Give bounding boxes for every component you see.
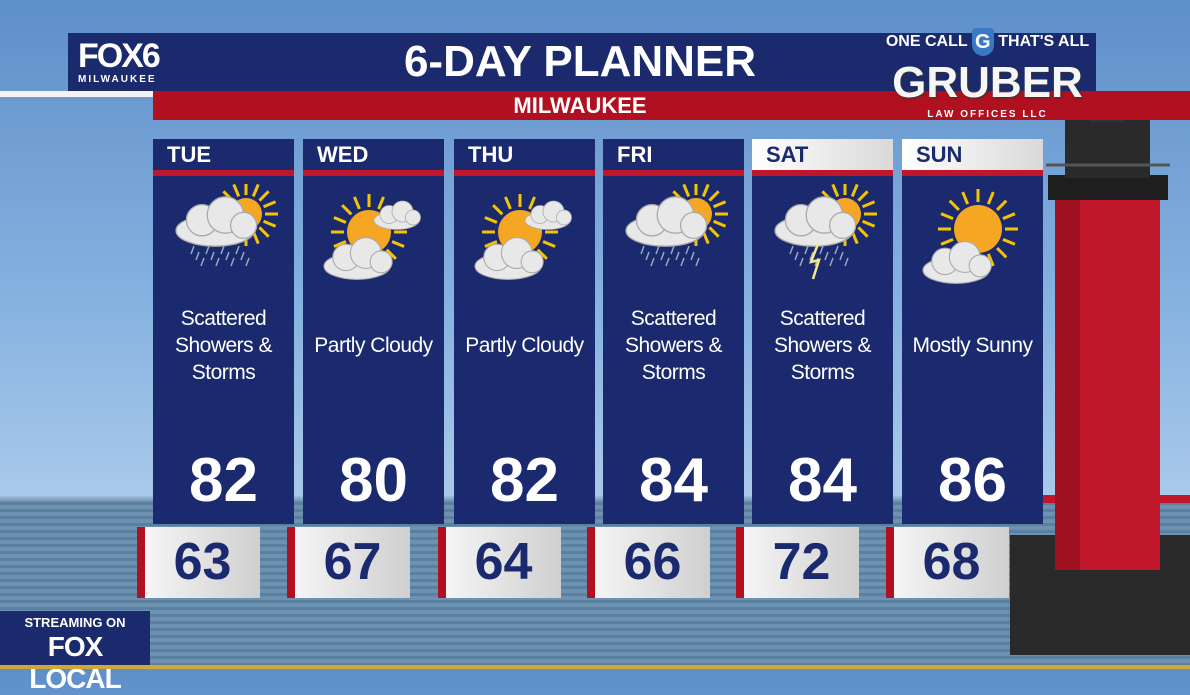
condition-text: Scattered Showers & Storms — [174, 306, 273, 384]
fox6-logo: FOX6 MILWAUKEE — [78, 37, 161, 85]
high-temp: 86 — [938, 446, 1007, 515]
high-temp: 84 — [639, 446, 708, 515]
condition-text: Mostly Sunny — [912, 333, 1033, 357]
divider — [0, 665, 1190, 669]
high-temp: 82 — [490, 446, 559, 515]
day-card: FRI Scattered Showers & Storms 84 — [603, 139, 744, 524]
thunderstorm-icon — [773, 184, 877, 280]
low-temp: 66 — [587, 527, 710, 598]
day-label: TUE — [153, 139, 294, 170]
partly-cloudy-icon — [473, 194, 572, 280]
divider — [0, 91, 153, 97]
low-temp: 67 — [287, 527, 410, 598]
streaming-badge: STREAMING ON FOX LOCAL — [0, 611, 150, 694]
low-temp: 63 — [137, 527, 260, 598]
partly-cloudy-icon — [322, 194, 421, 280]
sun-cloud-rain-icon — [174, 184, 278, 267]
page-title: 6-DAY PLANNER — [403, 37, 757, 86]
low-temp: 64 — [438, 527, 561, 598]
location-label: MILWAUKEE — [513, 93, 647, 118]
high-temp: 84 — [788, 446, 857, 515]
low-temp: 68 — [886, 527, 1009, 598]
day-label: FRI — [603, 139, 744, 170]
day-label: THU — [454, 139, 595, 170]
low-temp: 72 — [736, 527, 859, 598]
high-temp: 80 — [339, 446, 408, 515]
condition-text: Partly Cloudy — [465, 333, 584, 357]
day-label: WED — [303, 139, 444, 170]
divider — [902, 170, 1043, 176]
divider — [454, 170, 595, 176]
condition-text: Scattered Showers & Storms — [624, 306, 723, 384]
header-bar — [68, 33, 1096, 91]
divider — [603, 170, 744, 176]
divider — [752, 170, 893, 176]
lighthouse-image — [1010, 100, 1190, 655]
day-card: TUE Scattered Showers & Storms 82 — [153, 139, 294, 524]
location-bar — [153, 91, 1190, 120]
day-label: SUN — [902, 139, 1043, 170]
divider — [303, 170, 444, 176]
day-card: WED Partly Cloudy 80 — [303, 139, 444, 524]
high-temp: 82 — [189, 446, 258, 515]
condition-text: Partly Cloudy — [314, 333, 433, 357]
day-card: THU Partly Cloudy 82 — [454, 139, 595, 524]
divider — [153, 170, 294, 176]
condition-text: Scattered Showers & Storms — [773, 306, 872, 384]
day-card: SAT Scattered Showers & Storms 84 — [752, 139, 893, 524]
mostly-sunny-icon — [921, 189, 1018, 284]
day-label: SAT — [752, 139, 893, 170]
sun-cloud-rain-icon — [624, 184, 728, 267]
day-card: SUN Mostly Sunny 86 — [902, 139, 1043, 524]
sponsor-logo: ONE CALL G THAT'S ALL GRUBER LAW OFFICES… — [880, 26, 1095, 121]
